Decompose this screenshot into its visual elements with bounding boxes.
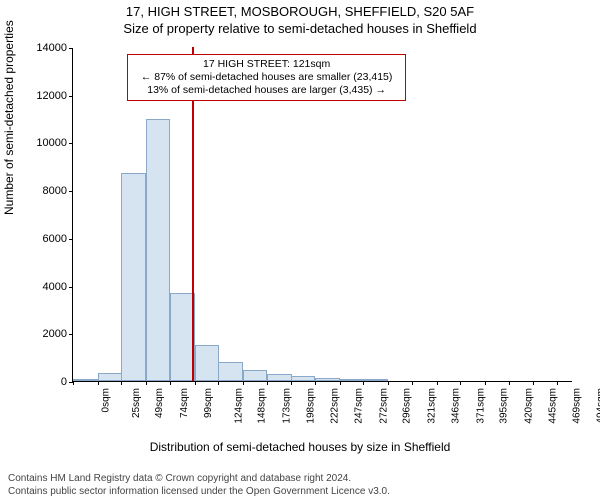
info-line-3: 13% of semi-detached houses are larger (…	[134, 84, 399, 97]
x-tick-label: 445sqm	[548, 388, 559, 424]
x-tick-mark	[533, 381, 534, 385]
x-tick-mark	[460, 381, 461, 385]
x-tick-label: 494sqm	[596, 388, 600, 424]
x-tick-mark	[437, 381, 438, 385]
x-tick-mark	[340, 381, 341, 385]
histogram-bar	[146, 119, 171, 381]
y-axis-label: Number of semi-detached properties	[2, 20, 16, 215]
x-tick-mark	[243, 381, 244, 385]
histogram-bar	[218, 362, 243, 381]
x-tick-label: 321sqm	[426, 388, 437, 424]
plot-area: 17 HIGH STREET: 121sqm ← 87% of semi-det…	[72, 48, 572, 382]
y-tick-mark	[69, 334, 73, 335]
x-tick-mark	[509, 381, 510, 385]
y-tick-mark	[69, 191, 73, 192]
x-tick-label: 49sqm	[154, 388, 165, 418]
x-tick-label: 469sqm	[571, 388, 582, 424]
x-tick-label: 99sqm	[203, 388, 214, 418]
x-tick-mark	[73, 381, 74, 385]
x-tick-mark	[195, 381, 196, 385]
chart-container: 17, HIGH STREET, MOSBOROUGH, SHEFFIELD, …	[0, 0, 600, 500]
title-line-2: Size of property relative to semi-detach…	[0, 19, 600, 36]
x-tick-mark	[291, 381, 292, 385]
x-tick-label: 222sqm	[329, 388, 340, 424]
x-axis-label: Distribution of semi-detached houses by …	[0, 440, 600, 454]
y-tick-label: 12000	[23, 90, 67, 102]
histogram-bar	[195, 345, 220, 381]
x-tick-label: 346sqm	[451, 388, 462, 424]
info-line-1: 17 HIGH STREET: 121sqm	[134, 58, 399, 71]
y-tick-mark	[69, 96, 73, 97]
x-tick-mark	[485, 381, 486, 385]
histogram-bar	[73, 379, 98, 381]
x-tick-mark	[315, 381, 316, 385]
x-tick-mark	[146, 381, 147, 385]
y-tick-mark	[69, 287, 73, 288]
footer-line-2: Contains public sector information licen…	[8, 486, 390, 499]
footer-line-1: Contains HM Land Registry data © Crown c…	[8, 473, 390, 486]
info-box: 17 HIGH STREET: 121sqm ← 87% of semi-det…	[127, 54, 406, 101]
x-tick-mark	[557, 381, 558, 385]
x-tick-mark	[121, 381, 122, 385]
x-tick-mark	[218, 381, 219, 385]
info-line-2: ← 87% of semi-detached houses are smalle…	[134, 71, 399, 84]
x-tick-label: 395sqm	[499, 388, 510, 424]
y-tick-mark	[69, 239, 73, 240]
histogram-bar	[291, 376, 316, 381]
x-tick-label: 148sqm	[257, 388, 268, 424]
y-tick-label: 4000	[23, 281, 67, 293]
x-tick-mark	[363, 381, 364, 385]
histogram-bar	[267, 374, 292, 381]
x-tick-label: 74sqm	[179, 388, 190, 418]
x-tick-label: 247sqm	[354, 388, 365, 424]
y-tick-label: 14000	[23, 42, 67, 54]
histogram-bar	[363, 379, 388, 381]
title-line-1: 17, HIGH STREET, MOSBOROUGH, SHEFFIELD, …	[0, 0, 600, 19]
x-tick-mark	[267, 381, 268, 385]
histogram-bar	[121, 173, 146, 381]
x-tick-label: 0sqm	[100, 388, 111, 412]
x-tick-label: 420sqm	[523, 388, 534, 424]
x-tick-label: 296sqm	[402, 388, 413, 424]
x-tick-mark	[412, 381, 413, 385]
footer-text: Contains HM Land Registry data © Crown c…	[8, 473, 390, 498]
y-tick-label: 2000	[23, 328, 67, 340]
y-tick-mark	[69, 48, 73, 49]
histogram-bar	[315, 378, 340, 381]
x-tick-mark	[170, 381, 171, 385]
x-tick-mark	[388, 381, 389, 385]
y-tick-label: 6000	[23, 233, 67, 245]
x-tick-label: 25sqm	[131, 388, 142, 418]
x-tick-label: 272sqm	[378, 388, 389, 424]
x-tick-label: 198sqm	[306, 388, 317, 424]
y-tick-label: 0	[23, 376, 67, 388]
x-tick-label: 173sqm	[281, 388, 292, 424]
y-tick-mark	[69, 143, 73, 144]
y-tick-label: 10000	[23, 137, 67, 149]
x-tick-mark	[98, 381, 99, 385]
x-tick-label: 371sqm	[475, 388, 486, 424]
histogram-bar	[98, 373, 123, 381]
x-tick-label: 124sqm	[233, 388, 244, 424]
histogram-bar	[243, 370, 268, 381]
histogram-bar	[340, 379, 365, 381]
y-tick-label: 8000	[23, 185, 67, 197]
